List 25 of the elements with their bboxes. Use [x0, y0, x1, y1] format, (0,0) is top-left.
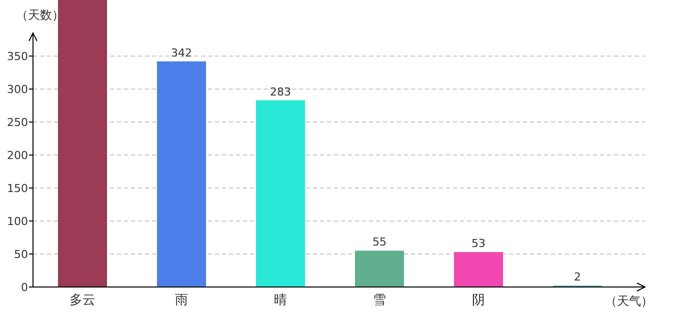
bar	[58, 0, 107, 287]
bar	[454, 252, 503, 287]
x-tick-label: 阴	[472, 293, 485, 308]
y-tick-label: 50	[14, 248, 28, 262]
x-axis-title: （天气）	[605, 294, 653, 308]
x-tick-label: 晴	[274, 293, 287, 308]
x-tick-label: 雨	[175, 293, 188, 308]
y-tick-label: 200	[7, 149, 28, 162]
y-tick-label: 350	[7, 50, 28, 64]
data-label: 342	[171, 46, 192, 60]
data-label: 55	[372, 236, 386, 249]
y-tick-label: 300	[7, 83, 28, 96]
y-tick-label: 100	[7, 215, 28, 228]
y-tick-label: 0	[21, 281, 28, 294]
data-label: 2	[574, 270, 581, 284]
data-label: 283	[270, 85, 291, 98]
y-tick-label: 250	[7, 116, 28, 130]
data-label: 53	[472, 237, 486, 250]
x-tick-label: 雪	[373, 293, 386, 308]
y-tick-label: 150	[7, 182, 28, 196]
x-tick-label: 多云	[70, 293, 96, 308]
bar	[355, 250, 404, 287]
bar	[157, 61, 206, 287]
bar	[256, 100, 305, 287]
y-axis-title: （天数）	[16, 8, 64, 22]
